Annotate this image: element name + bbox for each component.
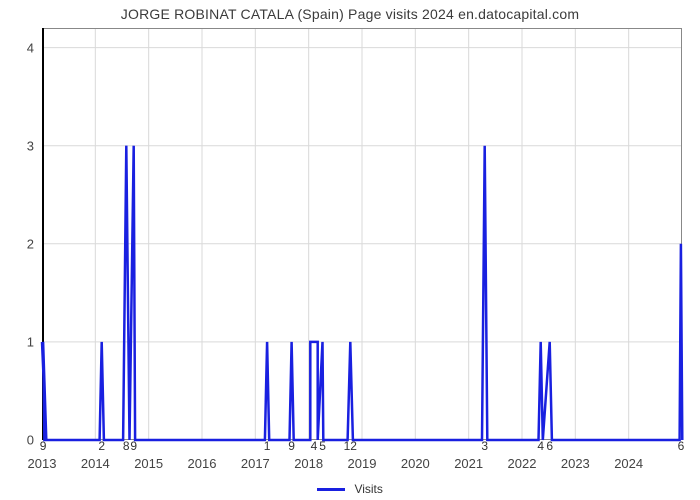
- plot-area: 0123420132014201520162017201820192020202…: [42, 28, 682, 440]
- xtick: 2023: [561, 440, 590, 471]
- peak-label: 12: [344, 439, 357, 453]
- ytick: 1: [27, 334, 42, 349]
- line-series: [42, 28, 682, 440]
- chart-title: JORGE ROBINAT CATALA (Spain) Page visits…: [0, 6, 700, 22]
- ytick: 3: [27, 138, 42, 153]
- peak-label: 9: [288, 439, 295, 453]
- peak-label: 4: [537, 439, 544, 453]
- legend-swatch: [317, 488, 345, 491]
- peak-label: 2: [98, 439, 105, 453]
- peak-label: 6: [678, 439, 685, 453]
- xtick: 2016: [188, 440, 217, 471]
- peak-label: 4: [311, 439, 318, 453]
- xtick: 2015: [134, 440, 163, 471]
- ytick: 2: [27, 236, 42, 251]
- peak-label: 9: [130, 439, 137, 453]
- xtick: 2022: [508, 440, 537, 471]
- peak-label: 6: [546, 439, 553, 453]
- peak-label: 3: [481, 439, 488, 453]
- xtick: 2014: [81, 440, 110, 471]
- legend: Visits: [0, 482, 700, 496]
- peak-label: 9: [40, 439, 47, 453]
- ytick: 4: [27, 40, 42, 55]
- xtick: 2024: [614, 440, 643, 471]
- chart-container: JORGE ROBINAT CATALA (Spain) Page visits…: [0, 0, 700, 500]
- xtick: 2021: [454, 440, 483, 471]
- peak-label: 5: [319, 439, 326, 453]
- legend-label: Visits: [354, 482, 382, 496]
- xtick: 2020: [401, 440, 430, 471]
- peak-label: 1: [264, 439, 271, 453]
- peak-label: 8: [123, 439, 130, 453]
